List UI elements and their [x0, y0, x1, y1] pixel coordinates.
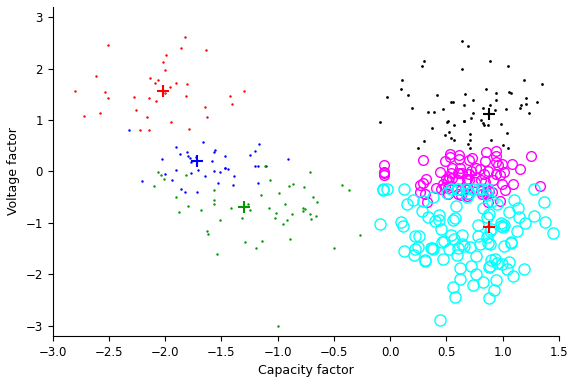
- Y-axis label: Voltage factor: Voltage factor: [7, 127, 20, 215]
- X-axis label: Capacity factor: Capacity factor: [258, 364, 354, 377]
